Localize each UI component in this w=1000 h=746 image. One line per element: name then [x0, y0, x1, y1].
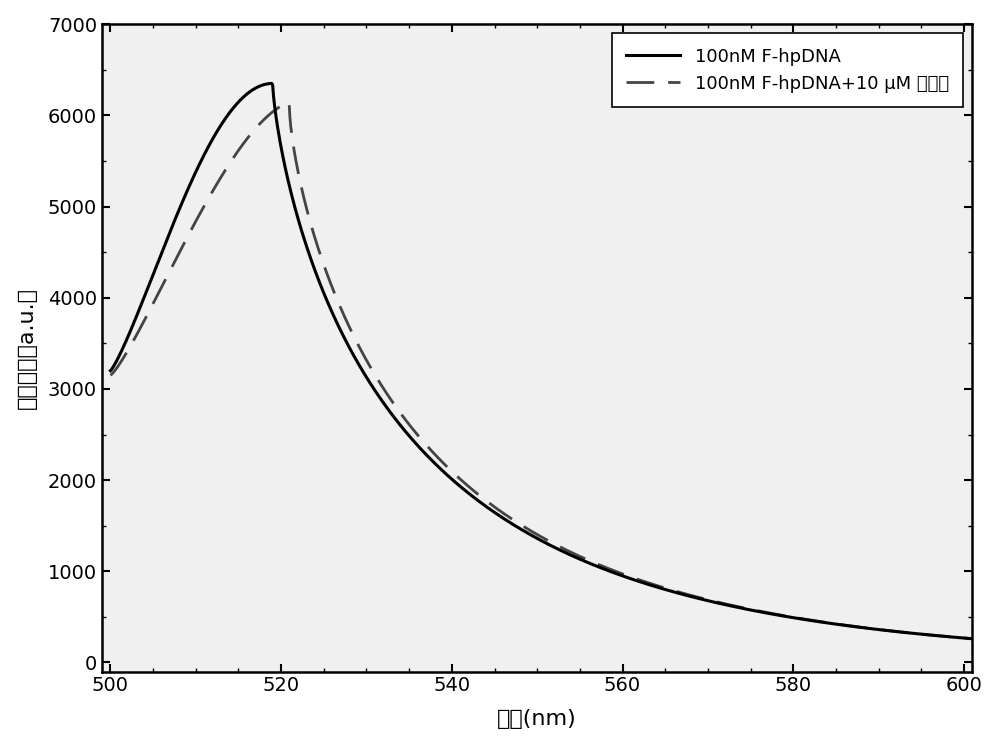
100nM F-hpDNA [266, 79, 278, 88]
100nM F-hpDNA+10 μM 苦参碱 [793, 614, 805, 623]
100nM F-hpDNA+10 μM 苦参碱 [697, 594, 709, 603]
100nM F-hpDNA+10 μM 苦参碱 [454, 474, 466, 483]
100nM F-hpDNA+10 μM 苦参碱 [104, 371, 116, 380]
Line: 100nM F-hpDNA: 100nM F-hpDNA [110, 84, 972, 639]
100nM F-hpDNA+10 μM 苦参碱 [485, 500, 497, 509]
Y-axis label: 荧光强度（a.u.）: 荧光强度（a.u.） [17, 287, 37, 409]
X-axis label: 波长(nm): 波长(nm) [497, 709, 577, 730]
100nM F-hpDNA [192, 162, 204, 171]
100nM F-hpDNA+10 μM 苦参碱 [966, 634, 978, 643]
100nM F-hpDNA+10 μM 苦参碱 [283, 98, 295, 107]
100nM F-hpDNA [778, 612, 790, 621]
100nM F-hpDNA+10 μM 苦参碱 [778, 611, 790, 620]
100nM F-hpDNA [485, 506, 497, 515]
Line: 100nM F-hpDNA+10 μM 苦参碱: 100nM F-hpDNA+10 μM 苦参碱 [110, 102, 972, 639]
100nM F-hpDNA [454, 482, 466, 491]
100nM F-hpDNA [793, 614, 805, 623]
100nM F-hpDNA [104, 366, 116, 375]
100nM F-hpDNA+10 μM 苦参碱 [192, 212, 204, 221]
100nM F-hpDNA [966, 634, 978, 643]
Legend: 100nM F-hpDNA, 100nM F-hpDNA+10 μM 苦参碱: 100nM F-hpDNA, 100nM F-hpDNA+10 μM 苦参碱 [612, 33, 963, 107]
100nM F-hpDNA [697, 595, 709, 604]
